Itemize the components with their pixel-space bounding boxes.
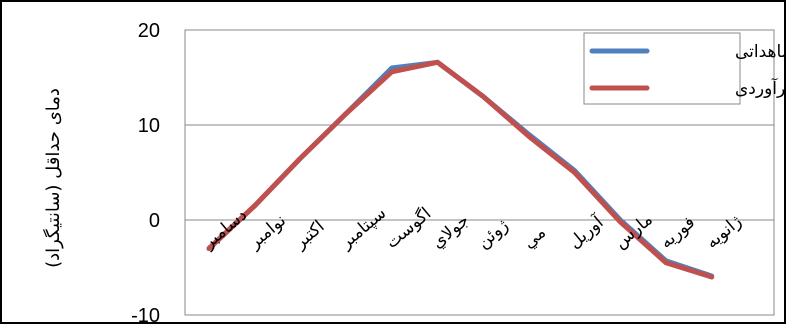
- series-lines: [206, 59, 715, 280]
- category-label: اگوست: [382, 203, 436, 253]
- data-point: [345, 113, 347, 115]
- data-point: [391, 67, 393, 69]
- y-tick-labels: -10 0 10 20: [131, 20, 160, 326]
- data-point: [437, 61, 438, 63]
- data-point: [711, 276, 713, 278]
- y-tick-label: 0: [149, 210, 160, 232]
- series-line-1: [206, 59, 715, 280]
- y-axis-label: دمای حداقل (سانتیگراد): [42, 88, 64, 268]
- data-point: [208, 248, 210, 249]
- category-label: اكتبر: [290, 217, 328, 254]
- grid-lines: [184, 29, 775, 316]
- category-label: دسامبر: [199, 205, 251, 254]
- y-tick-label: -10: [131, 305, 160, 326]
- legend-label-observed: مشاهداتی: [735, 42, 786, 62]
- y-tick-label: 10: [138, 115, 160, 137]
- data-point: [254, 205, 256, 207]
- category-label: فوريه: [656, 212, 699, 252]
- y-tick-label: 20: [138, 20, 160, 42]
- data-point: [482, 96, 484, 97]
- legend-box: [583, 32, 741, 105]
- legend-label-estimated: برآوردی: [735, 77, 786, 99]
- category-label: جولاي: [428, 210, 473, 253]
- category-label: سپتامبر: [336, 203, 390, 253]
- category-label: مي: [519, 223, 550, 253]
- data-point: [619, 221, 621, 223]
- legend: مشاهداتی برآوردی: [583, 32, 786, 105]
- category-label: ژانويه: [702, 212, 746, 253]
- category-label: ژوئن: [474, 216, 513, 253]
- category-label: آوريل: [564, 210, 609, 253]
- data-point: [391, 71, 393, 73]
- data-point: [528, 135, 530, 137]
- data-point: [299, 157, 301, 159]
- category-label: نوامبر: [244, 211, 290, 254]
- data-point: [665, 262, 667, 264]
- data-point: [574, 172, 576, 173]
